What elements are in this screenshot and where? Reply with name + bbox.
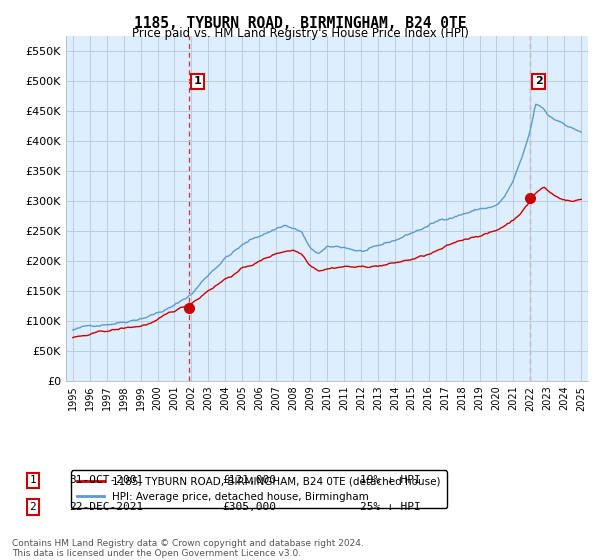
Text: 1185, TYBURN ROAD, BIRMINGHAM, B24 0TE: 1185, TYBURN ROAD, BIRMINGHAM, B24 0TE	[134, 16, 466, 31]
Text: 31-OCT-2001: 31-OCT-2001	[69, 475, 143, 486]
Text: 1: 1	[194, 76, 202, 86]
Text: £121,000: £121,000	[222, 475, 276, 486]
Text: £305,000: £305,000	[222, 502, 276, 512]
Text: 1: 1	[29, 475, 37, 486]
Text: 25% ↓ HPI: 25% ↓ HPI	[360, 502, 421, 512]
Text: 22-DEC-2021: 22-DEC-2021	[69, 502, 143, 512]
Text: Price paid vs. HM Land Registry's House Price Index (HPI): Price paid vs. HM Land Registry's House …	[131, 27, 469, 40]
Text: 2: 2	[29, 502, 37, 512]
Legend: 1185, TYBURN ROAD, BIRMINGHAM, B24 0TE (detached house), HPI: Average price, det: 1185, TYBURN ROAD, BIRMINGHAM, B24 0TE (…	[71, 470, 446, 508]
Text: Contains HM Land Registry data © Crown copyright and database right 2024.
This d: Contains HM Land Registry data © Crown c…	[12, 539, 364, 558]
Text: 19% ↓ HPI: 19% ↓ HPI	[360, 475, 421, 486]
Text: 2: 2	[535, 76, 543, 86]
